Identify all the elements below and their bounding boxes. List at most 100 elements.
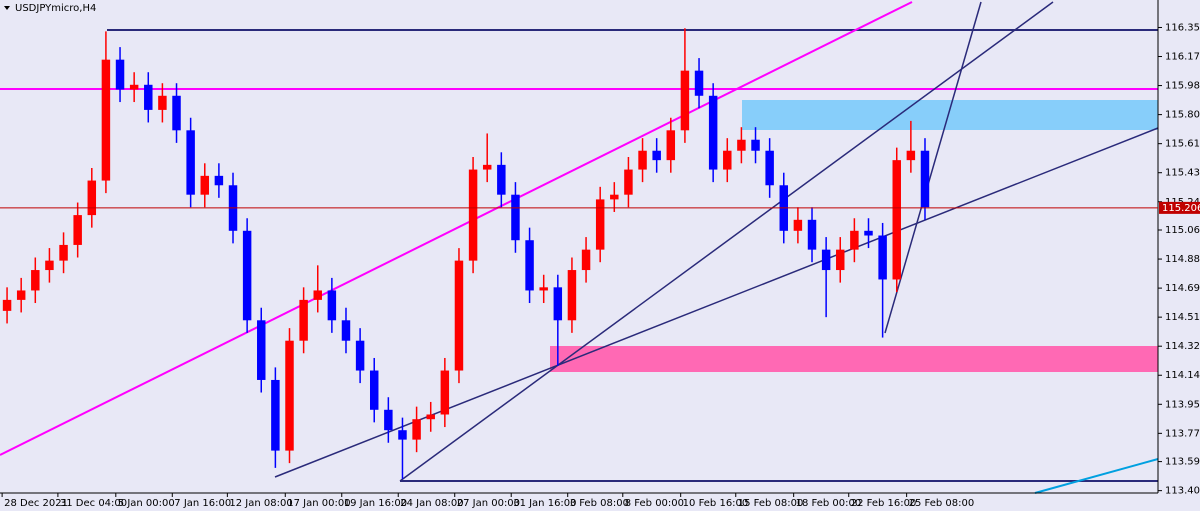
candle-body xyxy=(765,150,774,186)
y-tick-label: 115.985 xyxy=(1165,81,1200,92)
y-tick-label: 114.695 xyxy=(1165,283,1200,294)
x-tick-label: 15 Feb 08:00 xyxy=(738,498,804,509)
channel-line xyxy=(0,1,913,456)
candle-body xyxy=(680,70,690,131)
x-tick-label: 7 Jan 16:00 xyxy=(174,498,231,509)
candle-body xyxy=(115,59,125,90)
candle-body xyxy=(793,219,803,231)
candle-body xyxy=(327,290,337,321)
x-tick-label: 31 Dec 04:00 xyxy=(60,498,127,509)
y-tick-label: 115.800 xyxy=(1165,110,1200,121)
x-tick-label: 25 Feb 08:00 xyxy=(909,498,975,509)
trend-line xyxy=(884,1,982,334)
candle-body xyxy=(892,160,901,280)
x-tick-label: 27 Jan 00:00 xyxy=(457,498,520,509)
trend-line xyxy=(274,127,1159,478)
candle-body xyxy=(426,414,435,420)
candle-body xyxy=(737,139,746,151)
candle-body xyxy=(836,249,845,271)
candle-body xyxy=(864,230,873,236)
menu-arrow[interactable] xyxy=(4,6,10,10)
demand-zone xyxy=(550,346,1158,372)
candle-body xyxy=(200,175,210,195)
candle-body xyxy=(751,139,760,151)
candle-body xyxy=(567,270,577,321)
candle-body xyxy=(87,180,97,216)
candle-body xyxy=(355,340,365,371)
candle-body xyxy=(482,164,492,170)
drawings xyxy=(0,1,1159,494)
candle-body xyxy=(454,260,464,371)
candle-body xyxy=(186,130,195,195)
candle-body xyxy=(73,215,82,245)
x-tick-label: 17 Jan 00:00 xyxy=(287,498,350,509)
y-tick-label: 115.615 xyxy=(1165,139,1200,150)
candle-body xyxy=(172,95,181,131)
candle-body xyxy=(850,230,859,250)
y-tick-label: 115.065 xyxy=(1165,225,1200,236)
candle-body xyxy=(313,290,322,300)
candle-body xyxy=(31,270,40,291)
x-tick-label: 18 Feb 00:00 xyxy=(796,498,862,509)
candle-body xyxy=(369,370,379,410)
chart-title: USDJPYmicro,H4 xyxy=(15,3,96,14)
candle-body xyxy=(694,70,704,96)
y-tick-label: 114.325 xyxy=(1165,341,1200,352)
candle-body xyxy=(920,150,930,208)
trend-line xyxy=(399,1,1054,482)
y-tick-label: 113.405 xyxy=(1165,486,1200,497)
candle-body xyxy=(624,169,633,195)
candle-body xyxy=(242,230,252,321)
candle-body xyxy=(595,199,605,250)
candle-body xyxy=(666,130,676,161)
candle-body xyxy=(468,169,478,261)
candle-body xyxy=(101,59,111,181)
candle-body xyxy=(384,409,393,431)
supply-zone xyxy=(742,100,1158,130)
y-tick-label: 113.590 xyxy=(1165,457,1200,468)
y-tick-label: 114.510 xyxy=(1165,312,1200,323)
candle-body xyxy=(652,150,661,161)
candle-body xyxy=(129,84,139,90)
candle-body xyxy=(723,150,732,170)
x-tick-label: 19 Jan 16:00 xyxy=(344,498,407,509)
candle-body xyxy=(257,320,266,380)
current-price-label: 115.206 xyxy=(1162,203,1200,214)
candle-body xyxy=(299,299,308,341)
candle-body xyxy=(398,430,407,440)
candle-body xyxy=(214,175,224,186)
candle-body xyxy=(878,235,887,280)
x-tick-label: 10 Feb 16:00 xyxy=(683,498,749,509)
x-tick-label: 22 Feb 16:00 xyxy=(851,498,917,509)
candle-body xyxy=(285,340,294,451)
candle-body xyxy=(59,244,68,261)
y-tick-label: 114.880 xyxy=(1165,254,1200,265)
candle-body xyxy=(821,249,831,271)
candle-body xyxy=(610,194,619,200)
x-tick-label: 24 Jan 08:00 xyxy=(400,498,463,509)
y-tick-label: 113.955 xyxy=(1165,399,1200,410)
candle-body xyxy=(906,150,916,161)
candle-body xyxy=(511,194,520,241)
candle-body xyxy=(708,95,718,170)
candle-body xyxy=(2,299,12,311)
x-tick-label: 3 Feb 08:00 xyxy=(570,498,629,509)
x-tick-label: 31 Jan 16:00 xyxy=(513,498,576,509)
x-tick-label: 12 Jan 08:00 xyxy=(229,498,292,509)
y-tick-label: 113.770 xyxy=(1165,428,1200,439)
candle-body xyxy=(638,150,647,170)
y-tick-label: 115.43 xyxy=(1165,168,1200,179)
x-tick-label: 28 Dec 2021 xyxy=(4,498,68,509)
x-tick-label: 8 Feb 00:00 xyxy=(625,498,684,509)
x-tick-label: 5 Jan 00:00 xyxy=(118,498,175,509)
candle-body xyxy=(271,379,280,451)
y-tick-label: 114.140 xyxy=(1165,370,1200,381)
candle-body xyxy=(807,219,817,250)
y-tick-label: 116.355 xyxy=(1165,22,1200,33)
candle-body xyxy=(539,287,548,291)
current-price-box xyxy=(1159,201,1200,214)
candle-body xyxy=(341,320,351,341)
candle-body xyxy=(553,287,563,321)
candle-body xyxy=(497,164,506,195)
